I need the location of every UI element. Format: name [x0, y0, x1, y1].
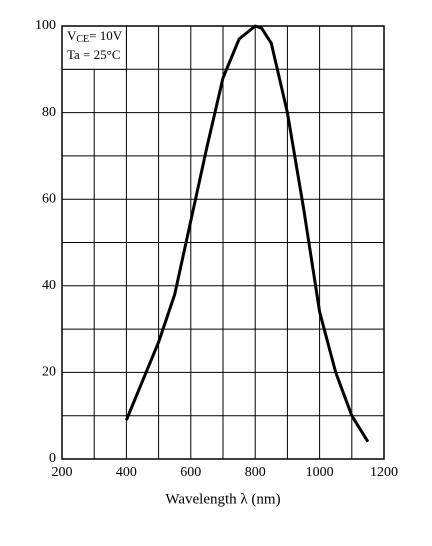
y-tick-label: 0 [49, 451, 56, 466]
annotation-symbol: V [67, 28, 77, 43]
x-tick-label: 400 [116, 465, 137, 480]
y-tick-label: 100 [35, 18, 56, 33]
curve [125, 24, 370, 443]
y-tick-label: 20 [42, 365, 56, 380]
plot-frame [61, 25, 385, 460]
annotation-box [61, 25, 127, 70]
y-tick-label: 60 [42, 191, 56, 206]
x-tick-label: 1000 [306, 465, 334, 480]
annotation-text: VCE= 10V [67, 28, 123, 45]
x-axis-label: Wavelength λ (nm) [165, 491, 280, 507]
annotation-text: Ta = 25°C [67, 47, 121, 62]
x-tick-label: 200 [52, 465, 73, 480]
y-tick-label: 80 [42, 105, 56, 120]
annotation-value: = 10V [89, 28, 123, 43]
x-tick-label: 800 [245, 465, 266, 480]
y-tick-label: 40 [42, 278, 56, 293]
annotation-subscript: CE [76, 34, 89, 45]
x-tick-label: 600 [180, 465, 201, 480]
x-tick-label: 1200 [370, 465, 398, 480]
